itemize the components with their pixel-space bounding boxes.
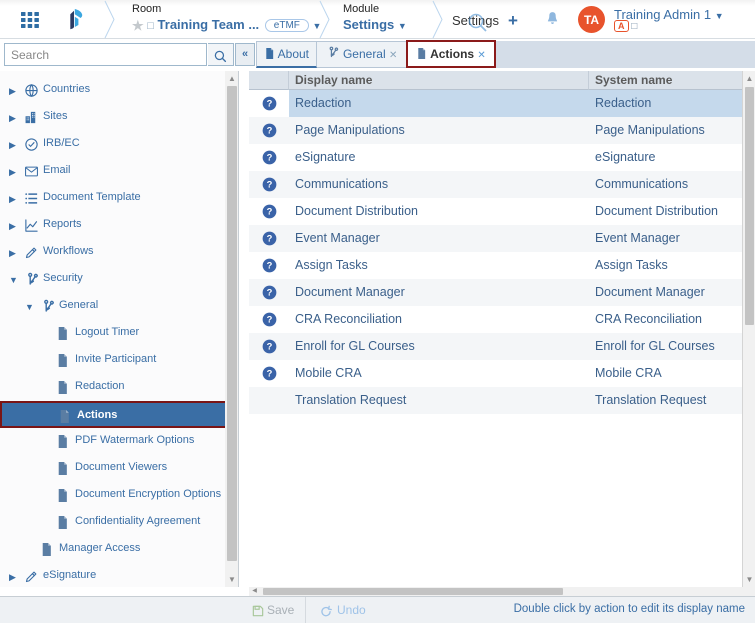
svg-text:?: ? [267, 180, 273, 190]
svg-text:?: ? [267, 234, 273, 244]
svg-text:?: ? [267, 99, 273, 109]
svg-text:?: ? [267, 207, 273, 217]
svg-text:?: ? [267, 126, 273, 136]
svg-text:?: ? [267, 342, 273, 352]
svg-text:?: ? [267, 369, 273, 379]
svg-text:?: ? [267, 153, 273, 163]
svg-text:?: ? [267, 288, 273, 298]
svg-text:?: ? [267, 261, 273, 271]
svg-text:?: ? [267, 315, 273, 325]
